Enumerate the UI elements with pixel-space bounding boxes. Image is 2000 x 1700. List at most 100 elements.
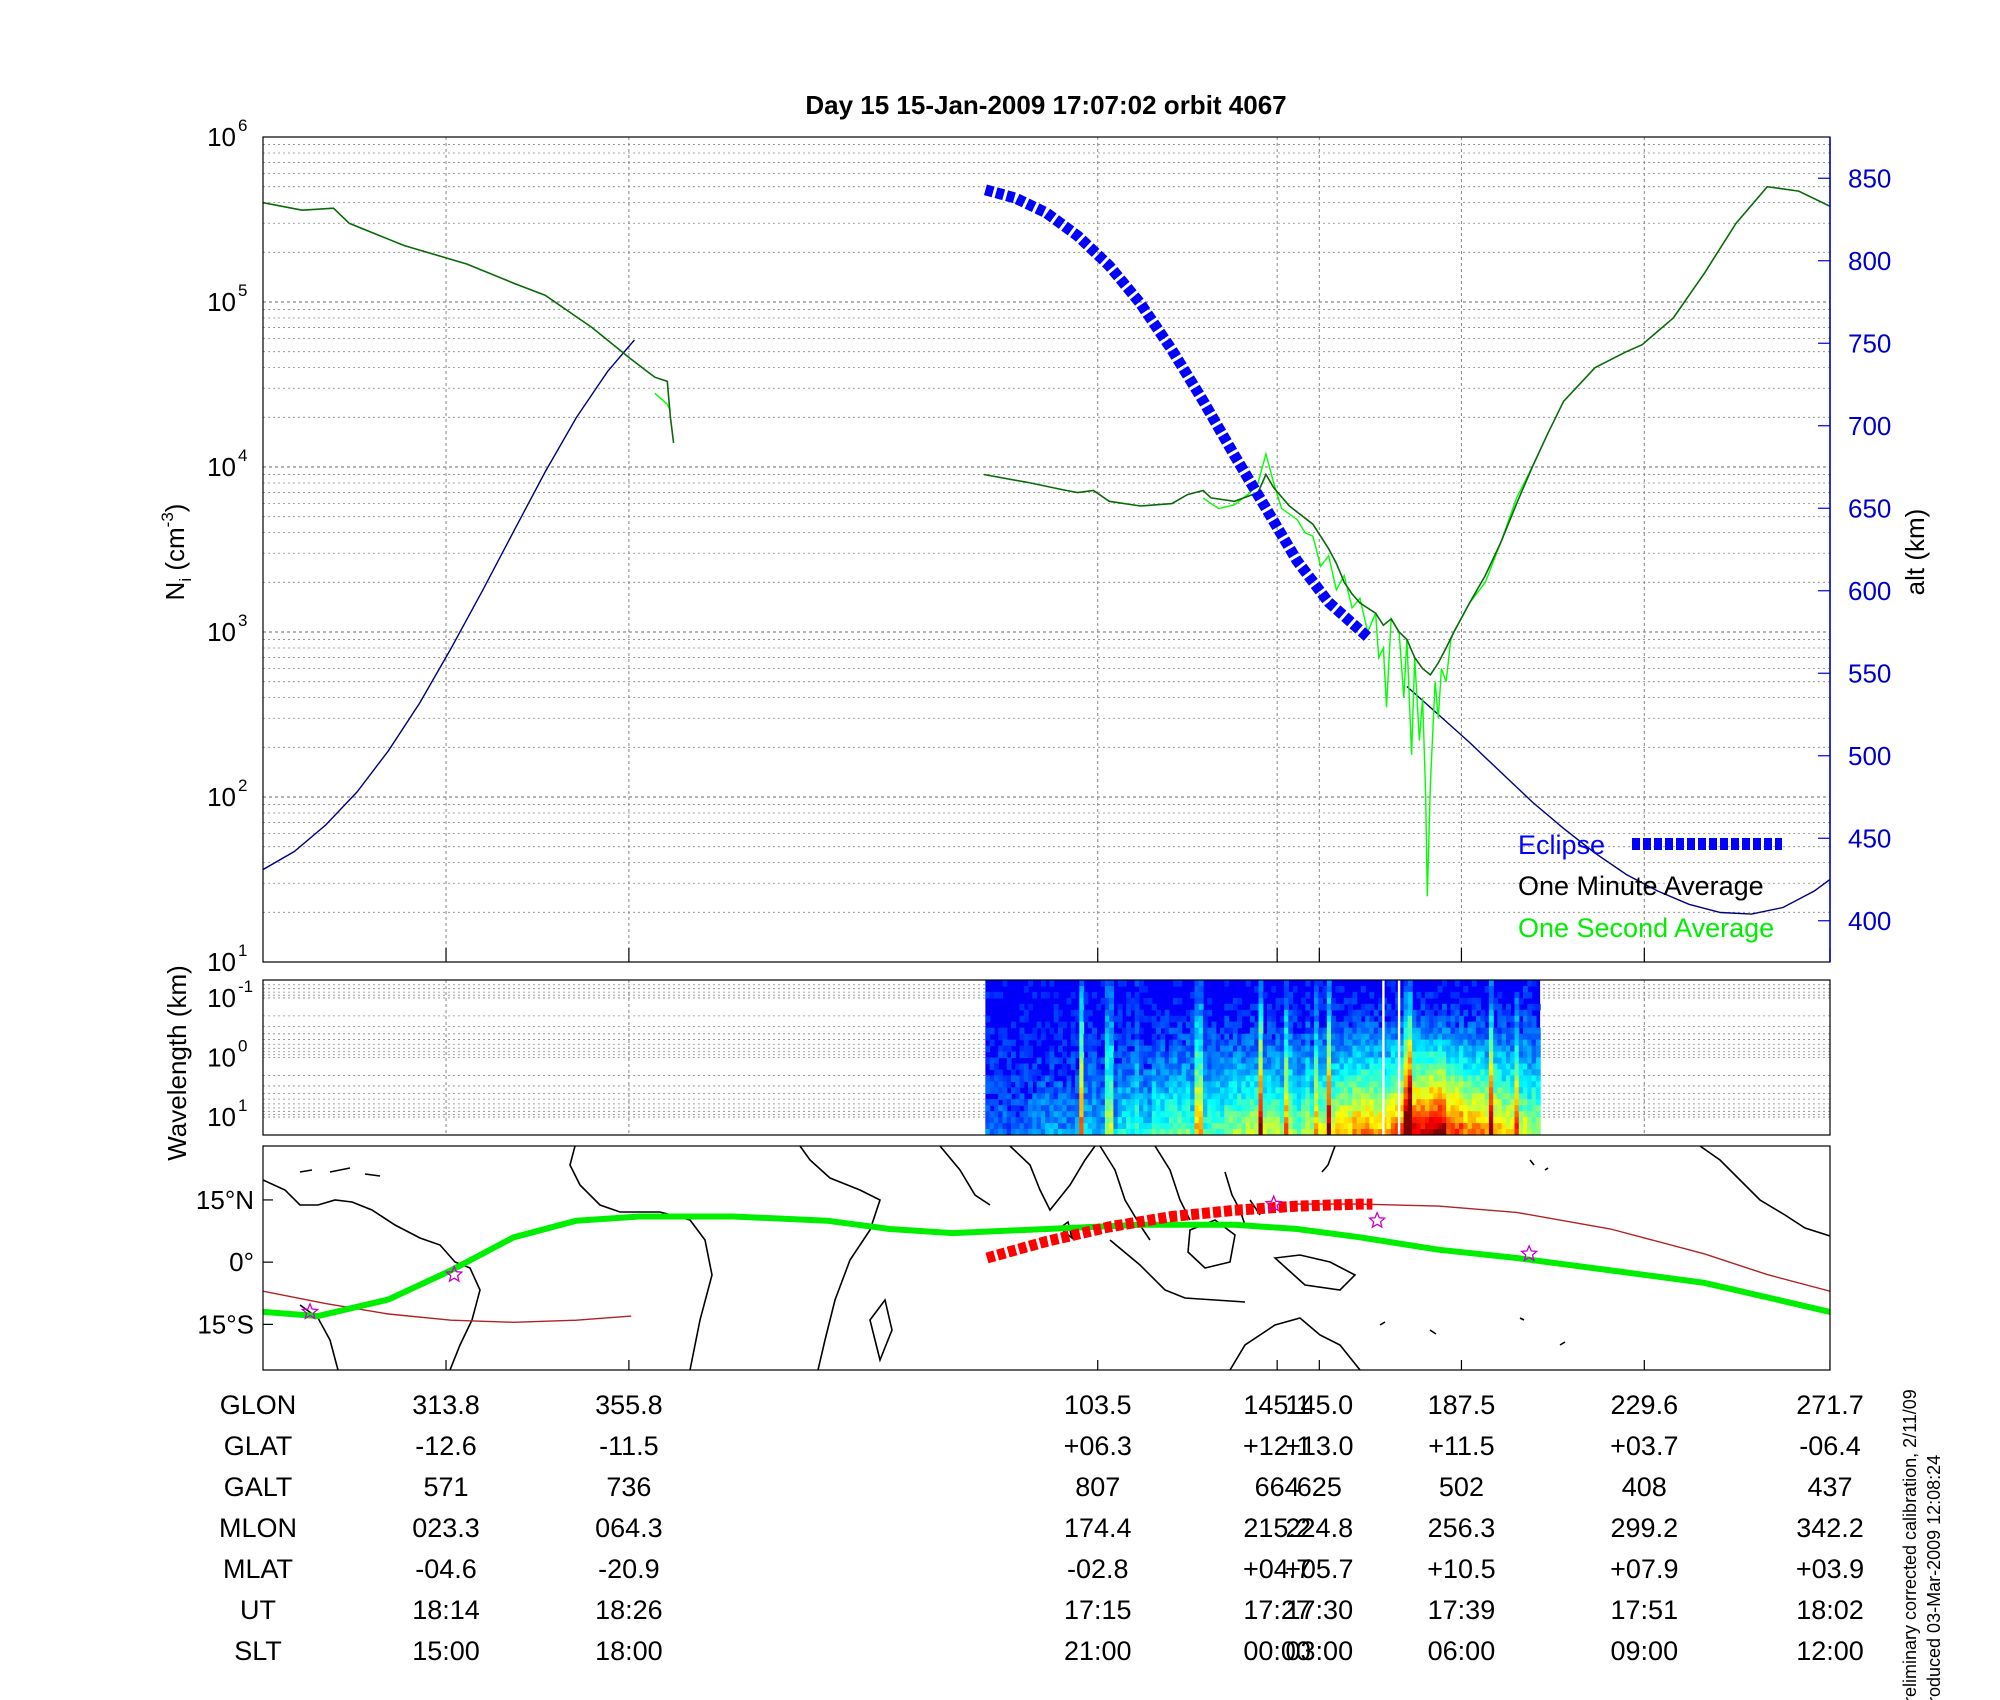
spectrogram-cell (1518, 1087, 1524, 1094)
spectrogram-cell (1002, 1087, 1008, 1094)
spectrogram-cell (1134, 1111, 1140, 1118)
spectrogram-cell (989, 1087, 995, 1094)
spectrogram-cell (1514, 1057, 1520, 1065)
spectrogram-cell (1241, 1087, 1247, 1094)
spectrogram-cell (1424, 1117, 1430, 1124)
spectrogram-cell (1429, 1075, 1435, 1082)
spectrogram-cell (1271, 1069, 1277, 1076)
spectrogram-cell (1493, 1051, 1499, 1059)
spectrogram-cell (1271, 1105, 1277, 1112)
spectrogram-cell (1075, 1009, 1080, 1017)
spectrogram-cell (1190, 1015, 1196, 1023)
spectrogram-cell (1185, 1039, 1191, 1047)
spectrogram-cell (1177, 1045, 1183, 1053)
spectrogram-cell (1412, 1045, 1417, 1053)
spectrogram-cell (1126, 997, 1132, 1005)
spectrogram-cell (1117, 1045, 1123, 1053)
spectrogram-cell (1143, 1069, 1149, 1076)
spectrogram-cell (1433, 991, 1439, 999)
spectrogram-cell (1062, 1039, 1068, 1047)
spectrogram-cell (1403, 980, 1409, 987)
spectrogram-cell (1365, 1075, 1371, 1082)
spectrogram-cell (1066, 1075, 1072, 1082)
spectrogram-cell (1514, 1069, 1520, 1076)
spectrogram-cell (1365, 1129, 1371, 1135)
spectrogram-cell (1365, 1087, 1371, 1094)
spectrogram-cell (1395, 1021, 1400, 1029)
spectrogram-cell (1497, 1015, 1503, 1023)
spectrogram-cell (1134, 1123, 1140, 1130)
spectrogram-cell (1412, 1051, 1417, 1059)
spectrogram-cell (1168, 1069, 1174, 1076)
spectrogram-cell (1484, 1099, 1490, 1106)
spectrogram-cell (1139, 1081, 1144, 1088)
spectrogram-cell (1442, 980, 1447, 987)
spectrogram-cell (1181, 1129, 1187, 1135)
spectrogram-cell (1352, 1021, 1358, 1029)
spectrogram-cell (1493, 1057, 1499, 1065)
spectrogram-cell (1002, 1081, 1008, 1088)
spectrogram-cell (989, 991, 995, 999)
spectrogram-cell (1412, 1105, 1417, 1112)
spectrogram-cell (1420, 1105, 1426, 1112)
spectrogram-cell (1450, 991, 1456, 999)
spectrogram-cell (1023, 1069, 1029, 1076)
spectrogram-cell (1467, 1117, 1473, 1124)
spectrogram-cell (1109, 1111, 1114, 1118)
spectrogram-cell (1258, 997, 1264, 1005)
one-minute-average-line (263, 185, 1830, 676)
map-plot-area (263, 1146, 1830, 1370)
spectrogram-cell (1079, 1075, 1085, 1082)
spectrogram-cell (1134, 1051, 1140, 1059)
spectrogram-cell (1305, 1045, 1311, 1053)
spectrogram-cell (1309, 1093, 1315, 1100)
spectrogram-cell (1373, 1087, 1379, 1094)
spectrogram-cell (1318, 1003, 1324, 1011)
spectrogram-cell (1066, 1123, 1072, 1130)
spectrogram-cell (1288, 1063, 1294, 1071)
spectrogram-cell (1527, 1021, 1533, 1029)
spectrogram-cell (1151, 1087, 1157, 1094)
spectrogram-cell (1036, 1099, 1042, 1106)
spectrogram-cell (1437, 1111, 1443, 1118)
spectrogram-cell (1433, 1111, 1439, 1118)
spec-y-tick-label: 10 1 (207, 1096, 247, 1132)
table-cell: +07.9 (1610, 1554, 1678, 1584)
spectrogram-cell (1053, 1081, 1059, 1088)
spectrogram-cell (1288, 1069, 1294, 1076)
spectrogram-cell (1177, 1069, 1183, 1076)
spectrogram-cell (1360, 1045, 1366, 1053)
spectrogram-cell (1198, 1087, 1204, 1094)
spectrogram-cell (1386, 1111, 1392, 1118)
spectrogram-cell (1305, 1129, 1311, 1135)
table-cell: -06.4 (1799, 1431, 1861, 1461)
spectrogram-cell (1467, 1099, 1473, 1106)
spectrogram-cell (1339, 1057, 1345, 1065)
spectrogram-cell (1326, 1075, 1332, 1082)
spectrogram-cell (1194, 1033, 1200, 1041)
spectrogram-cell (1416, 1093, 1422, 1100)
spectrogram-cell (1117, 1015, 1123, 1023)
spectrogram-cell (1211, 1099, 1217, 1106)
spectrogram-cell (1228, 1057, 1234, 1065)
spectrogram-cell (1395, 1087, 1400, 1094)
spectrogram-cell (1053, 1129, 1059, 1135)
spectrogram-cell (1151, 1081, 1157, 1088)
spectrogram-cell (1181, 1117, 1187, 1124)
spectrogram-cell (1356, 1099, 1362, 1106)
spectrogram-cell (1437, 1027, 1443, 1035)
spectrogram-cell (1326, 1069, 1332, 1076)
spectrogram-cell (1198, 1027, 1204, 1035)
spectrogram-cell (1109, 1051, 1114, 1059)
spectrogram-cell (1249, 1069, 1255, 1076)
spectrogram-cell (1057, 1009, 1063, 1017)
spectrogram-cell (1484, 1129, 1490, 1135)
spectrogram-cell (1032, 991, 1038, 999)
spectrogram-cell (1322, 1081, 1328, 1088)
spectrogram-cell (1117, 980, 1123, 987)
spectrogram-cell (1275, 1027, 1281, 1035)
spectrogram-cell (1399, 1129, 1405, 1135)
spectrogram-cell (1134, 1081, 1140, 1088)
spectrogram-cell (1471, 1093, 1477, 1100)
spectrogram-cell (1403, 1033, 1409, 1041)
